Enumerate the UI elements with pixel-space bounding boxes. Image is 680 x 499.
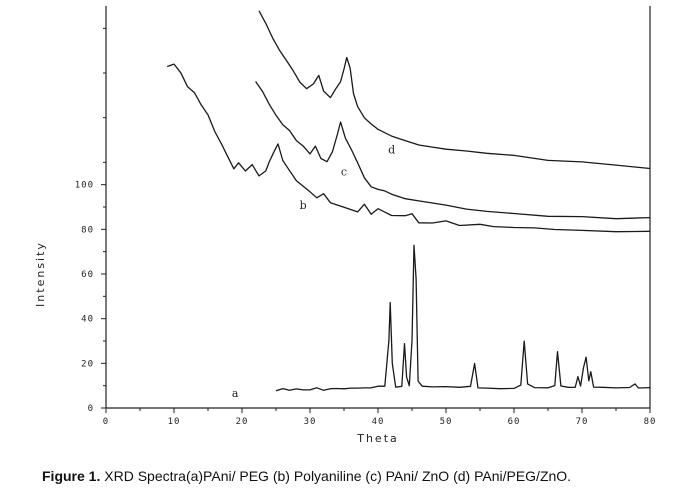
x-tick-label: 50	[440, 417, 453, 427]
series-label-d: d	[388, 143, 395, 156]
y-tick-label: 100	[75, 181, 94, 191]
series-label-c: c	[341, 166, 347, 179]
x-axis-label: Theta	[356, 432, 399, 445]
y-tick-label: 0	[88, 404, 94, 414]
y-tick-label: 60	[81, 270, 94, 280]
y-tick-label: 80	[81, 225, 94, 235]
x-tick-label: 30	[304, 417, 317, 427]
figure-caption: Figure 1. XRD Spectra(a)PAni/ PEG (b) Po…	[42, 468, 672, 484]
x-tick-label: 80	[644, 417, 657, 427]
x-tick-label: 40	[372, 417, 385, 427]
y-axis-label: Intensity	[34, 241, 47, 307]
series-line-d	[258, 10, 651, 170]
y-tick-label: 40	[81, 315, 94, 325]
tick-group: 0 10 20 30 40 50 60 70 80 0 20 40 60 80 100	[75, 27, 657, 427]
caption-label: Figure 1.	[42, 468, 101, 484]
x-tick-label: 20	[236, 417, 249, 427]
series-group: a b c d	[166, 10, 651, 400]
caption-text: XRD Spectra(a)PAni/ PEG (b) Polyaniline …	[100, 468, 572, 484]
series-line-c	[255, 81, 651, 220]
series-label-b: b	[300, 199, 307, 212]
y-tick-label: 20	[81, 359, 94, 369]
x-tick-label: 0	[103, 417, 109, 427]
x-tick-label: 70	[576, 417, 589, 427]
series-line-b	[166, 63, 651, 233]
x-tick-label: 10	[168, 417, 181, 427]
plot-frame	[105, 6, 651, 409]
series-label-a: a	[232, 387, 239, 400]
series-line-a	[275, 244, 651, 392]
x-tick-label: 60	[508, 417, 521, 427]
